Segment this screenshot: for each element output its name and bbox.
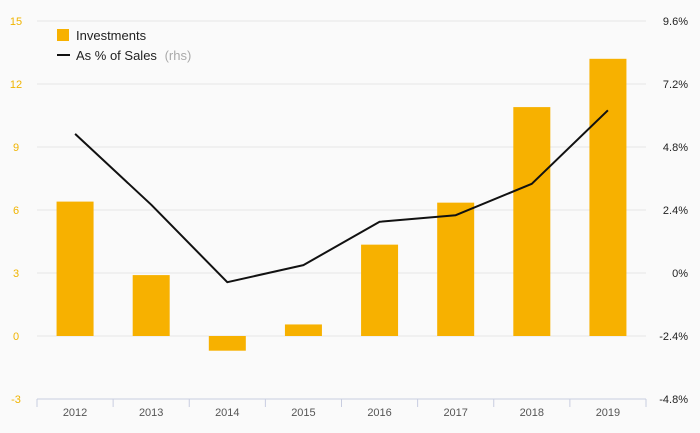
left-tick-label: 3 — [13, 268, 19, 280]
right-tick-label: 0% — [672, 268, 688, 280]
legend-investments-swatch — [57, 29, 69, 41]
x-tick-label: 2019 — [596, 407, 620, 419]
legend-percent-label-text: As % of Sales — [76, 48, 157, 63]
left-tick-label: 6 — [13, 205, 19, 217]
investment-bars — [56, 58, 627, 351]
legend-investments-label: Investments — [76, 28, 147, 43]
legend: Investments As % of Sales (rhs) — [57, 28, 191, 63]
x-tick-label: 2015 — [291, 407, 315, 419]
legend-percent-label: As % of Sales (rhs) — [76, 48, 191, 63]
left-tick-label: 12 — [10, 79, 22, 91]
line-percent-of-sales — [74, 109, 609, 284]
bar-investments — [513, 107, 551, 336]
bar-investments — [132, 275, 170, 336]
x-tick-label: 2016 — [367, 407, 391, 419]
right-tick-label: 4.8% — [663, 142, 688, 154]
right-tick-label: 9.6% — [663, 16, 688, 28]
x-tick-label: 2014 — [215, 407, 239, 419]
right-tick-label: 7.2% — [663, 79, 688, 91]
axes: 15 12 9 6 3 0 -3 9.6% 7.2% 4.8% 2.4% 0% -2.4% -4.8% 20… — [10, 16, 688, 419]
left-tick-label: 15 — [10, 16, 22, 28]
bar-investments — [56, 201, 94, 336]
bar-investments — [437, 202, 475, 336]
right-tick-label: 2.4% — [663, 205, 688, 217]
legend-rhs-note: (rhs) — [165, 48, 192, 63]
left-tick-label: 9 — [13, 142, 19, 154]
left-tick-label: 0 — [13, 331, 19, 343]
right-tick-label: -4.8% — [659, 394, 688, 406]
bar-investments — [208, 336, 246, 351]
bar-investments — [589, 58, 627, 337]
left-tick-label: -3 — [11, 394, 21, 406]
x-tick-label: 2013 — [139, 407, 163, 419]
x-tick-label: 2012 — [63, 407, 87, 419]
bar-investments — [284, 324, 322, 336]
percent-of-sales-line — [74, 109, 609, 284]
gridlines — [37, 20, 646, 400]
x-tick-label: 2018 — [520, 407, 544, 419]
x-tick-label: 2017 — [443, 407, 467, 419]
right-tick-label: -2.4% — [659, 331, 688, 343]
bar-investments — [361, 244, 399, 336]
